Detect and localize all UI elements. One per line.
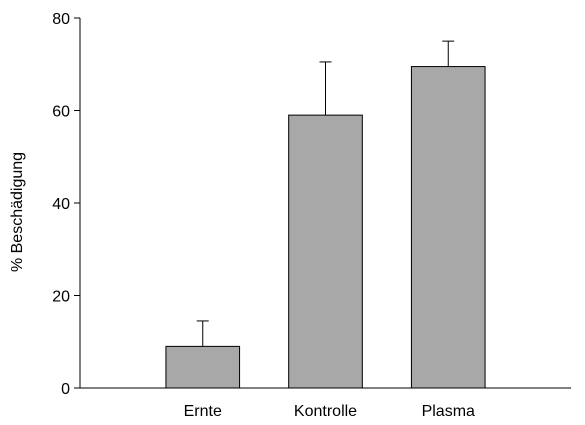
y-ticks-group: 0 20 40 60 80: [52, 11, 80, 398]
bar-ernte: [165, 345, 241, 389]
errorbars-group: [196, 40, 455, 347]
bar-plasma: [410, 66, 486, 389]
x-tick-label: Kontrolle: [294, 403, 357, 420]
y-tick-label: 80: [52, 11, 70, 28]
x-tick-label: Ernte: [184, 403, 222, 420]
bar-kontrolle: [288, 114, 363, 389]
y-tick-label: 60: [52, 104, 70, 121]
y-tick-label: 40: [52, 196, 70, 213]
x-ticks-group: Ernte Kontrolle Plasma: [184, 403, 475, 420]
y-tick-label: 0: [61, 381, 70, 398]
y-axis-label: % Beschädigung: [9, 152, 26, 272]
x-tick-label: Plasma: [422, 403, 475, 420]
y-tick-label: 20: [52, 289, 70, 306]
